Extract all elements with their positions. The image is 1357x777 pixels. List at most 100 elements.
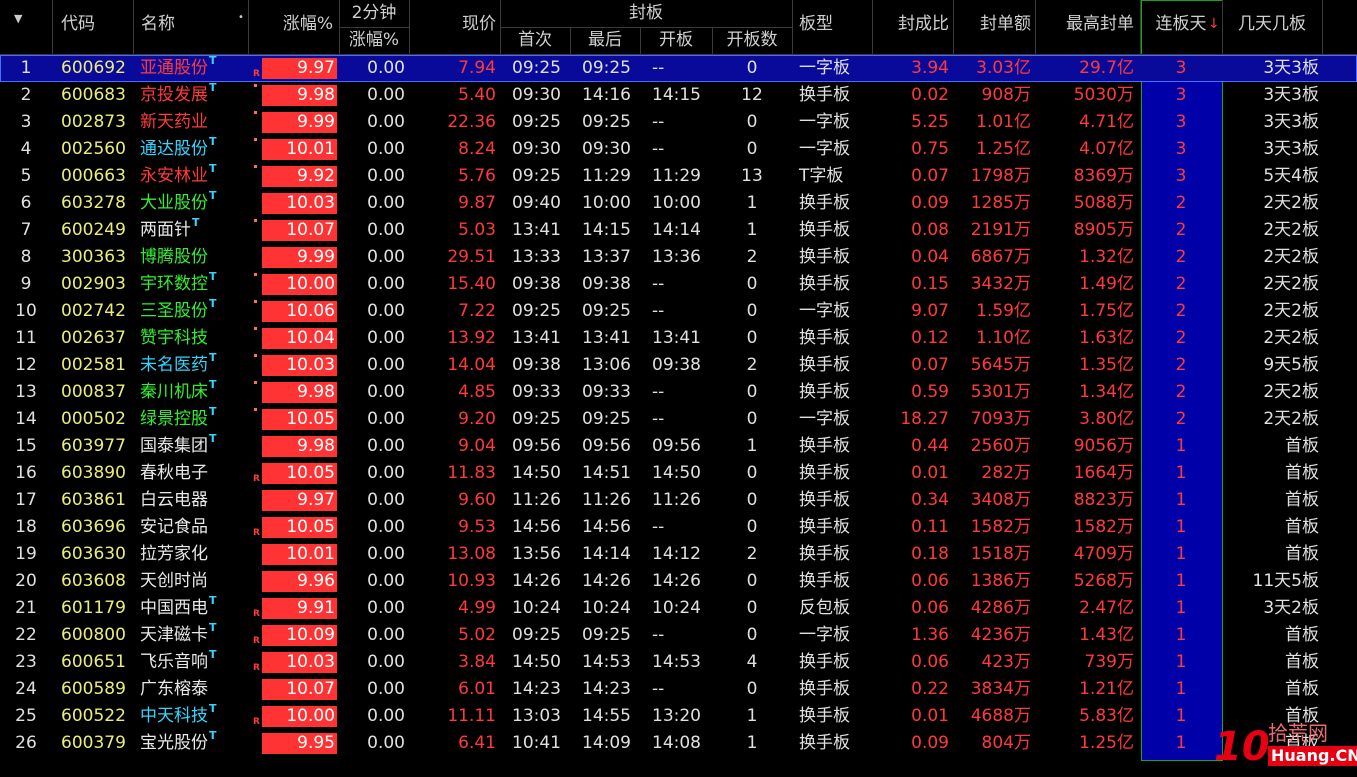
- cell: 20: [15, 571, 37, 591]
- header-divider: [1140, 0, 1141, 54]
- tag-dot: [254, 273, 257, 276]
- cell: 一字板: [799, 625, 850, 645]
- cell: 603861: [61, 490, 126, 510]
- cell: 14:53: [652, 652, 701, 672]
- cell: 广东榕泰: [140, 679, 208, 699]
- cell: 908万: [981, 85, 1031, 105]
- cell: 0: [746, 112, 758, 132]
- cell: 10:24: [652, 598, 701, 618]
- cell: 0: [746, 409, 758, 429]
- cell: 6867万: [970, 247, 1031, 267]
- cell: 宝光股份: [140, 733, 208, 753]
- cell: 09:25: [582, 301, 631, 321]
- cell: 0.01: [911, 706, 949, 726]
- cell: 换手板: [799, 733, 850, 753]
- cell: 2天2板: [1263, 220, 1319, 240]
- cell: 09:25: [582, 625, 631, 645]
- cell: 09:25: [582, 112, 631, 132]
- cell: 8: [20, 247, 32, 267]
- header-sublabel[interactable]: 开板: [659, 30, 693, 50]
- header-label[interactable]: 连板天: [1155, 14, 1207, 34]
- header-label[interactable]: 现价: [462, 14, 496, 34]
- cell: 3: [1175, 139, 1187, 159]
- cell: 11:26: [512, 490, 561, 510]
- cell: 4286万: [970, 598, 1031, 618]
- header-label[interactable]: 涨幅%: [282, 14, 333, 34]
- cell: --: [652, 58, 665, 78]
- tag-dot: [254, 327, 257, 330]
- cell: 3: [1175, 112, 1187, 132]
- cell: 09:38: [512, 355, 561, 375]
- header-label[interactable]: 代码: [61, 14, 95, 34]
- header-label[interactable]: 板型: [799, 14, 833, 34]
- cell: 002742: [61, 301, 126, 321]
- cell: 1.21亿: [1079, 679, 1134, 699]
- cell: 天津磁卡: [140, 625, 208, 645]
- header-label[interactable]: 2分钟: [351, 3, 397, 23]
- cell: 26: [15, 733, 37, 753]
- cell: 14:53: [582, 652, 631, 672]
- menu-arrow[interactable]: ▼: [14, 12, 23, 25]
- cell: 09:33: [582, 382, 631, 402]
- tag-flag: R: [253, 636, 260, 646]
- cell: 永安林业: [140, 166, 208, 186]
- header-label[interactable]: 封单额: [980, 14, 1031, 34]
- cell: 10.07: [286, 679, 335, 699]
- cell: 2天2板: [1263, 274, 1319, 294]
- cell: 2: [1175, 382, 1187, 402]
- cell: 0: [746, 490, 758, 510]
- tag-t: T: [209, 648, 217, 661]
- cell: --: [652, 679, 665, 699]
- header-sublabel[interactable]: 首次: [518, 30, 552, 50]
- cell: 09:25: [582, 409, 631, 429]
- header-label[interactable]: 封板: [629, 3, 663, 23]
- cell: 3天2板: [1263, 598, 1319, 618]
- cell: 5088万: [1073, 193, 1134, 213]
- cell: 10.05: [286, 409, 335, 429]
- cell: 1: [1175, 706, 1187, 726]
- cell: 0.00: [367, 463, 405, 483]
- header-label[interactable]: 几天几板: [1238, 14, 1306, 34]
- cell: 1: [746, 436, 758, 456]
- cell: 2天2板: [1263, 328, 1319, 348]
- cell: 5.83亿: [1079, 706, 1134, 726]
- cell: 600589: [61, 679, 126, 699]
- cell: 9.99: [297, 247, 335, 267]
- tag-t: T: [209, 54, 217, 67]
- cell: 通达股份: [140, 139, 208, 159]
- cell: 09:56: [582, 436, 631, 456]
- header-label[interactable]: 最高封单: [1066, 14, 1134, 34]
- cell: 0.00: [367, 436, 405, 456]
- cell: 0.44: [911, 436, 949, 456]
- header-sublabel[interactable]: 开板数: [726, 30, 778, 50]
- cell: 0.75: [911, 139, 949, 159]
- tag-flag: R: [253, 69, 260, 79]
- cell: 0.06: [911, 652, 949, 672]
- cell: 9.96: [297, 571, 335, 591]
- cell: 5030万: [1073, 85, 1134, 105]
- cell: 1.25亿: [976, 139, 1031, 159]
- cell: 0.00: [367, 139, 405, 159]
- cell: 一字板: [799, 139, 850, 159]
- cell: 09:38: [652, 355, 701, 375]
- header-label[interactable]: 封成比: [898, 14, 949, 34]
- cell: 8905万: [1073, 220, 1134, 240]
- header-sublabel[interactable]: 最后: [588, 30, 622, 50]
- cell: 9天5板: [1263, 355, 1319, 375]
- cell: 换手板: [799, 436, 850, 456]
- header-divider: [872, 0, 873, 54]
- selected-row[interactable]: [0, 55, 1357, 82]
- cell: 0: [746, 598, 758, 618]
- cell: 9.07: [911, 301, 949, 321]
- header-sublabel[interactable]: 涨幅%: [348, 30, 400, 50]
- header-label[interactable]: 名称: [141, 14, 175, 34]
- cell: 603696: [61, 517, 126, 537]
- tag-dot: [254, 111, 257, 114]
- cell: 09:25: [512, 409, 561, 429]
- change-box: [262, 652, 337, 673]
- cell: 4709万: [1073, 544, 1134, 564]
- tag-flag: R: [253, 609, 260, 619]
- cell: 9.98: [297, 382, 335, 402]
- cell: 14:23: [582, 679, 631, 699]
- cell: 5.76: [458, 166, 496, 186]
